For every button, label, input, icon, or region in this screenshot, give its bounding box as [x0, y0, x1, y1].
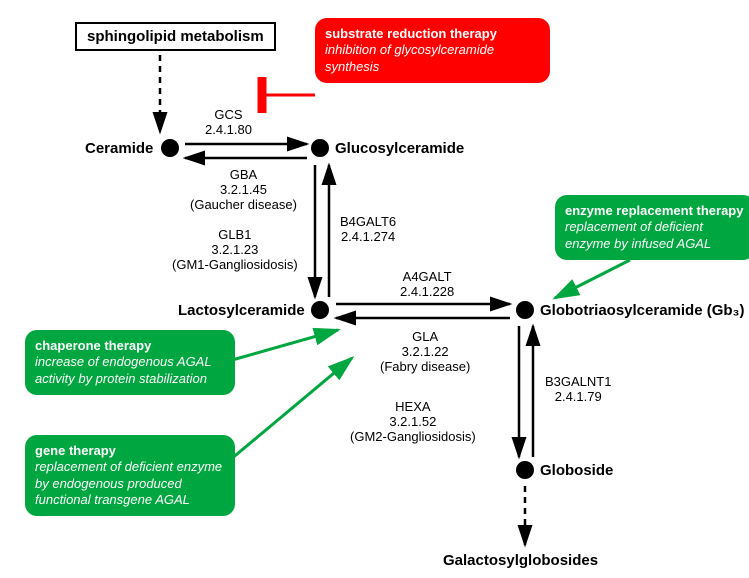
enzyme-hexa-name: HEXA: [395, 399, 430, 414]
therapy-ert-desc: replacement of deficient enzyme by infus…: [565, 219, 745, 252]
node-ceramide-dot: [161, 139, 179, 157]
enzyme-gcs-name: GCS: [214, 107, 242, 122]
node-glucosylceramide-label: Glucosylceramide: [335, 140, 464, 157]
pathway-diagram: sphingolipid metabolism Ceramide Glucosy…: [0, 0, 749, 578]
node-gb3-label: Globotriaosylceramide (Gb₃): [540, 302, 744, 319]
node-glucosylceramide-dot: [311, 139, 329, 157]
therapy-ert-title: enzyme replacement therapy: [565, 203, 745, 219]
therapy-ert: enzyme replacement therapy replacement o…: [555, 195, 749, 260]
enzyme-hexa-ec: 3.2.1.52: [389, 414, 436, 429]
enzyme-glb1-ec: 3.2.1.23: [211, 242, 258, 257]
enzyme-glb1: GLB1 3.2.1.23 (GM1-Gangliosidosis): [172, 228, 298, 273]
enzyme-hexa: HEXA 3.2.1.52 (GM2-Gangliosidosis): [350, 400, 476, 445]
node-globoside-label: Globoside: [540, 462, 613, 479]
therapy-srt-title: substrate reduction therapy: [325, 26, 540, 42]
enzyme-gla: GLA 3.2.1.22 (Fabry disease): [380, 330, 470, 375]
node-lactosylceramide-label: Lactosylceramide: [178, 302, 305, 319]
enzyme-a4galt-name: A4GALT: [403, 269, 452, 284]
source-box: sphingolipid metabolism: [75, 22, 276, 51]
enzyme-gcs-ec: 2.4.1.80: [205, 122, 252, 137]
node-globoside-dot: [516, 461, 534, 479]
therapy-gene-title: gene therapy: [35, 443, 225, 459]
enzyme-a4galt: A4GALT 2.4.1.228: [400, 270, 454, 300]
enzyme-gla-ec: 3.2.1.22: [402, 344, 449, 359]
enzyme-b4galt6-ec: 2.4.1.274: [341, 229, 395, 244]
enzyme-glb1-name: GLB1: [218, 227, 251, 242]
therapy-chaperone-title: chaperone therapy: [35, 338, 225, 354]
therapy-srt-desc: inhibition of glycosylceramide synthesis: [325, 42, 540, 75]
therapy-srt: substrate reduction therapy inhibition o…: [315, 18, 550, 83]
node-ceramide-label: Ceramide: [85, 140, 153, 157]
therapy-gene: gene therapy replacement of deficient en…: [25, 435, 235, 516]
enzyme-gba-disease: (Gaucher disease): [190, 197, 297, 212]
enzyme-b3galnt1-ec: 2.4.1.79: [555, 389, 602, 404]
enzyme-b3galnt1-name: B3GALNT1: [545, 374, 611, 389]
therapy-gene-desc: replacement of deficient enzyme by endog…: [35, 459, 225, 508]
node-lactosylceramide-dot: [311, 301, 329, 319]
therapy-chaperone-desc: increase of endogenous AGAL activity by …: [35, 354, 225, 387]
enzyme-gcs: GCS 2.4.1.80: [205, 108, 252, 138]
enzyme-gla-disease: (Fabry disease): [380, 359, 470, 374]
enzyme-b4galt6: B4GALT6 2.4.1.274: [340, 215, 396, 245]
enzyme-gba: GBA 3.2.1.45 (Gaucher disease): [190, 168, 297, 213]
enzyme-gba-name: GBA: [230, 167, 257, 182]
enzyme-b4galt6-name: B4GALT6: [340, 214, 396, 229]
enzyme-gla-name: GLA: [412, 329, 438, 344]
node-galacto-label: Galactosylglobosides: [443, 552, 598, 569]
therapy-chaperone: chaperone therapy increase of endogenous…: [25, 330, 235, 395]
node-gb3-dot: [516, 301, 534, 319]
enzyme-a4galt-ec: 2.4.1.228: [400, 284, 454, 299]
enzyme-hexa-disease: (GM2-Gangliosidosis): [350, 429, 476, 444]
enzyme-b3galnt1: B3GALNT1 2.4.1.79: [545, 375, 611, 405]
enzyme-gba-ec: 3.2.1.45: [220, 182, 267, 197]
enzyme-glb1-disease: (GM1-Gangliosidosis): [172, 257, 298, 272]
